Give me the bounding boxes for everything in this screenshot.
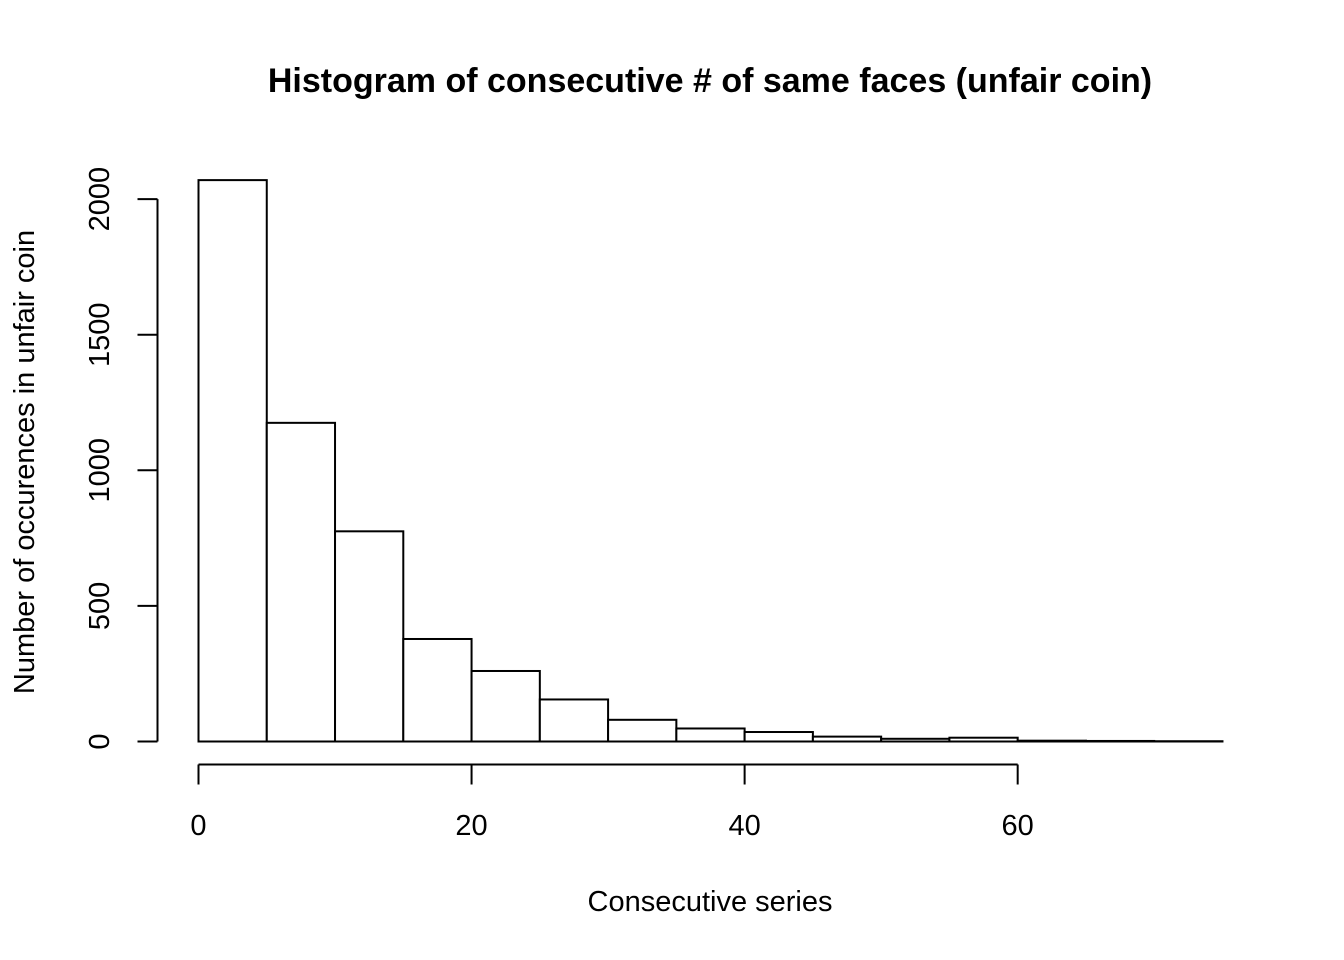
y-axis-label: Number of occurences in unfair coin (9, 230, 41, 694)
x-tick-label-2: 40 (728, 810, 760, 842)
chart-title: Histogram of consecutive # of same faces… (268, 62, 1152, 100)
y-tick-label-0: 0 (84, 733, 116, 749)
bar-5 (538, 698, 610, 743)
bars-group (197, 179, 1224, 743)
y-tick-label-4: 2000 (84, 167, 116, 232)
bar-0 (197, 179, 268, 743)
bar-6 (607, 718, 678, 743)
bar-4 (470, 669, 541, 743)
x-tick-label-1: 20 (455, 810, 487, 842)
bar-1 (265, 421, 337, 743)
bar-8 (743, 731, 814, 743)
x-axis: 0 20 40 60 (190, 763, 1034, 842)
y-tick-label-1: 500 (84, 582, 116, 630)
x-tick-label-3: 60 (1002, 810, 1034, 842)
bar-2 (334, 530, 405, 743)
bar-3 (402, 637, 473, 743)
x-axis-label: Consecutive series (588, 886, 833, 918)
x-tick-label-0: 0 (190, 810, 206, 842)
y-tick-label-2: 1000 (84, 438, 116, 503)
bar-7 (675, 727, 746, 743)
y-axis: 0 500 1000 1500 2000 (84, 167, 159, 750)
y-tick-label-3: 1500 (84, 302, 116, 367)
